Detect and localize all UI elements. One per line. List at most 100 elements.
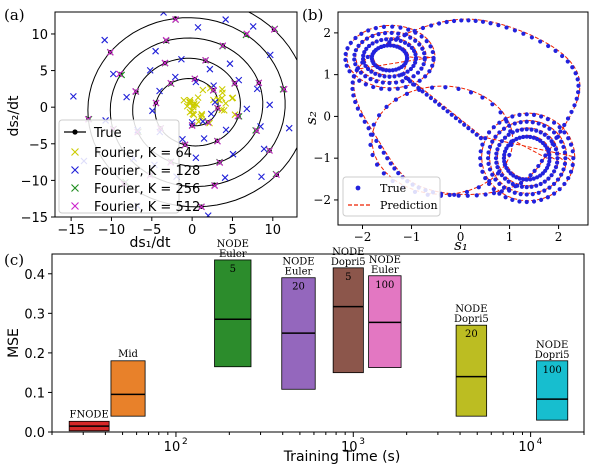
true-point	[473, 18, 478, 23]
k256-point	[118, 71, 126, 79]
true-point	[464, 189, 470, 195]
k128-point	[189, 3, 195, 9]
true-point	[478, 162, 483, 168]
true-point	[483, 175, 488, 181]
true-point	[504, 119, 509, 124]
true-point	[530, 192, 535, 197]
k512-point	[188, 122, 196, 129]
box-label-line2: Dopri5	[535, 350, 570, 361]
true-point	[419, 66, 424, 71]
true-point	[432, 99, 438, 104]
true-point	[494, 151, 499, 156]
true-point	[552, 169, 557, 174]
panel-c-x-axis-label: Training Time (s)	[283, 449, 401, 465]
y-tick-label: 0	[40, 101, 48, 116]
true-point	[486, 130, 492, 135]
true-point	[507, 188, 512, 193]
legend-true-dot-icon	[72, 129, 78, 135]
true-point	[502, 135, 508, 140]
true-point	[465, 193, 470, 198]
true-point	[497, 130, 502, 135]
true-point	[509, 142, 514, 147]
true-point	[361, 60, 366, 65]
true-point	[480, 19, 486, 24]
true-point	[490, 139, 495, 144]
true-point	[518, 120, 523, 125]
true-point	[413, 60, 418, 65]
k128-point	[258, 173, 265, 181]
true-point	[491, 125, 496, 130]
true-point	[568, 142, 574, 147]
true-point	[566, 136, 571, 141]
box-2	[214, 259, 252, 368]
true-point	[497, 191, 502, 196]
panel-a-ticks: −15 −10 −5 0 5 10 −15 −10 −5 0 5 10	[21, 28, 282, 238]
true-point	[534, 183, 539, 188]
true-point	[528, 173, 533, 178]
k128-point	[207, 110, 215, 118]
true-point	[173, 16, 178, 21]
true-point	[398, 38, 403, 44]
true-point	[456, 193, 461, 198]
true-point	[417, 78, 422, 83]
true-point	[378, 144, 383, 149]
k64-point	[222, 100, 230, 107]
k512-point	[198, 203, 205, 211]
true-point	[553, 48, 558, 53]
true-point	[417, 42, 422, 47]
true-point	[459, 18, 464, 23]
true-point	[551, 130, 557, 135]
true-point	[404, 56, 410, 61]
true-point	[452, 192, 457, 197]
true-point	[451, 18, 457, 24]
panel-c-y-axis-label: MSE	[6, 328, 22, 358]
true-point	[531, 135, 536, 140]
true-point	[412, 82, 417, 87]
k512-point	[167, 79, 175, 87]
true-point	[478, 149, 483, 154]
true-point	[569, 109, 574, 115]
true-point	[392, 74, 397, 79]
box-label-line2: Euler	[371, 265, 399, 276]
true-point	[402, 40, 408, 45]
k512-point	[132, 88, 139, 95]
true-point	[512, 121, 517, 126]
k128-point	[226, 60, 234, 68]
y-tick-label: 0.2	[24, 347, 45, 362]
true-point	[502, 176, 508, 181]
true-point	[351, 74, 356, 79]
panel-c: (c) 0.00.10.20.30.410 2 10 3 10 4 FNODEMidNOD…	[4, 239, 585, 465]
true-point	[420, 89, 425, 94]
legend-x-icon	[71, 202, 79, 210]
true-point	[502, 162, 507, 167]
k128-point	[260, 145, 268, 153]
true-point	[514, 136, 519, 142]
true-point	[491, 187, 496, 192]
true-point	[411, 63, 416, 69]
true-point	[559, 139, 564, 144]
true-point	[422, 51, 427, 56]
true-point	[429, 23, 434, 28]
true-point	[421, 62, 426, 67]
true-point	[447, 192, 452, 198]
true-point	[483, 192, 488, 197]
true-point	[515, 183, 520, 188]
true-point	[424, 92, 429, 97]
legend-x-icon	[71, 148, 79, 156]
true-point	[420, 25, 426, 31]
true-point	[466, 126, 471, 131]
legend-label-true: True	[380, 182, 406, 195]
true-point	[547, 156, 552, 161]
y-tick-label: −10	[21, 174, 48, 189]
true-point	[485, 156, 491, 161]
true-point	[420, 46, 425, 51]
x-tick-label: 10	[518, 440, 535, 455]
legend-label-k128: Fourier, K = 128	[94, 164, 200, 179]
true-point	[507, 123, 512, 128]
true-point	[538, 130, 543, 135]
true-point	[539, 114, 544, 119]
true-point	[380, 80, 385, 85]
true-point	[521, 134, 526, 140]
panel-b: (b) −2 −1 0 1 2 −2 −1 0 1 2 s₁ s₂ True Prediction	[302, 6, 589, 254]
